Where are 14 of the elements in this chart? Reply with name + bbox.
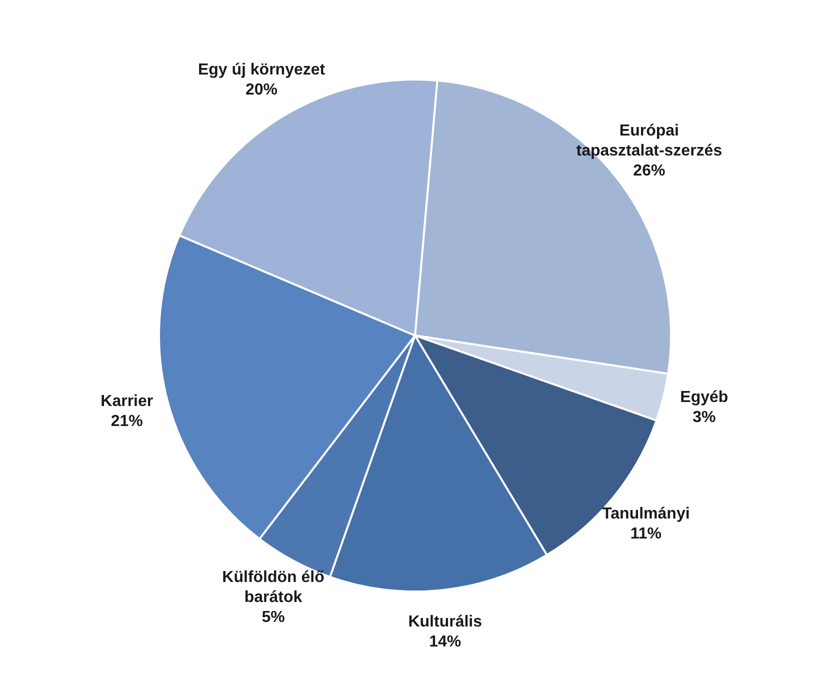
slice-label: Karrier [100, 393, 154, 410]
slice-label: Egy új környezet [198, 61, 326, 78]
slice-label: Európai tapasztalat-szerzés [576, 122, 722, 160]
data-label: 26% [633, 162, 666, 180]
data-label: 5% [262, 609, 285, 626]
slice-label: Kulturális [408, 613, 482, 630]
slice-label: Egyéb [680, 389, 728, 406]
data-label: 21% [110, 413, 143, 430]
slice-label: Tanulmányi [602, 505, 690, 522]
data-label: 11% [630, 525, 662, 542]
slice-label: Külföldön élő barátok [222, 569, 325, 606]
data-label: 14% [429, 633, 462, 650]
data-label: 3% [692, 409, 716, 426]
data-label: 20% [246, 81, 278, 98]
